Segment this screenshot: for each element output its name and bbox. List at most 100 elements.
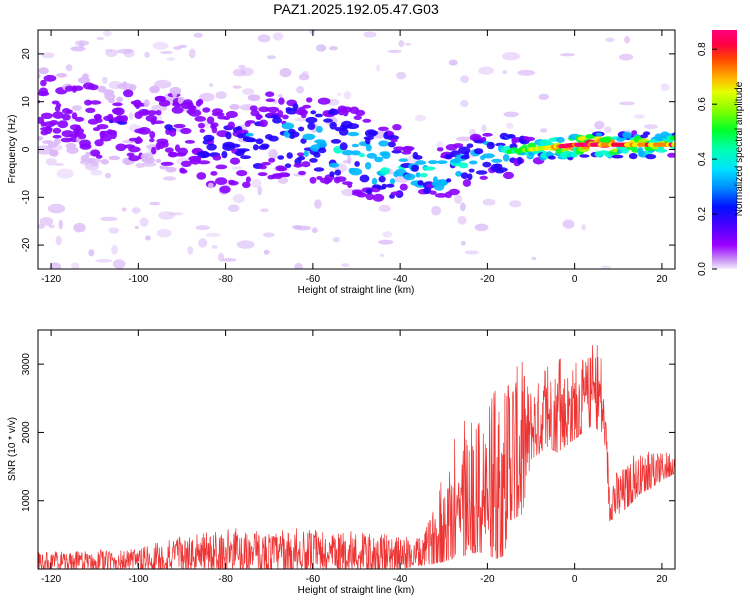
spectrogram-ridge-blob bbox=[73, 85, 84, 91]
spectrogram-ridge-blob bbox=[156, 138, 169, 144]
x-tick-label: 0 bbox=[572, 274, 578, 285]
spectrogram-ridge-blob bbox=[41, 112, 53, 120]
spectrogram-ridge-blob bbox=[330, 139, 342, 144]
y-tick-label: 10 bbox=[21, 96, 32, 108]
spectrogram-ridge-blob bbox=[645, 154, 657, 160]
x-tick-label: -20 bbox=[480, 574, 495, 585]
spectrogram-ridge-blob bbox=[121, 115, 128, 123]
spectrogram-ridge-blob bbox=[143, 157, 155, 164]
spectrogram-ridge-blob bbox=[256, 114, 263, 119]
spectrogram-ridge-blob bbox=[453, 143, 464, 148]
spectrogram-ridge-blob bbox=[317, 97, 331, 105]
x-tick-label: 0 bbox=[572, 574, 578, 585]
spectrogram-ridge-blob bbox=[313, 167, 325, 172]
spectrogram-ridge-blob bbox=[212, 154, 222, 161]
x-tick-label: -40 bbox=[393, 274, 408, 285]
spectrogram-ridge-blob bbox=[194, 116, 207, 122]
spectrogram-ridge-blob bbox=[385, 183, 395, 188]
spectrogram-ridge-blob bbox=[313, 152, 321, 158]
spectrogram-ridge-blob bbox=[71, 112, 78, 120]
spectrogram-ridge-blob bbox=[43, 74, 57, 82]
colorbar-tick-label: 0.2 bbox=[697, 207, 708, 221]
spectrogram-ridge-blob bbox=[245, 120, 256, 124]
y-tick-label: -10 bbox=[21, 190, 32, 205]
colorbar-tick-label: 0.4 bbox=[697, 152, 708, 166]
spectrogram-noise-blob bbox=[251, 179, 262, 188]
spectrogram-ridge-blob bbox=[52, 134, 62, 139]
spectrogram-ridge-blob bbox=[401, 151, 412, 155]
spectrogram-ridge-blob bbox=[306, 97, 313, 103]
spectrogram-ridge-blob bbox=[245, 176, 251, 183]
y-tick-label: -20 bbox=[21, 237, 32, 252]
spectrogram-ridge-blob bbox=[95, 154, 103, 159]
spectrogram-ridge-blob bbox=[475, 170, 488, 175]
spectrogram-noise-blob bbox=[291, 225, 302, 230]
spectrogram-ridge-blob bbox=[435, 179, 449, 186]
spectrogram-noise-blob bbox=[144, 51, 150, 58]
spectrogram-ridge-blob bbox=[314, 113, 323, 118]
spectrogram-ridge-blob bbox=[108, 129, 117, 136]
spectrogram-ridge-blob bbox=[497, 167, 508, 173]
spectrogram-noise-blob bbox=[232, 85, 242, 89]
spectrogram-ridge-blob bbox=[40, 79, 47, 87]
x-tick-label: 20 bbox=[656, 574, 668, 585]
spectrogram-noise-blob bbox=[643, 124, 658, 130]
spectrogram-ridge-blob bbox=[38, 91, 50, 97]
spectrogram-noise-blob bbox=[131, 207, 141, 214]
spectrogram-ridge-blob bbox=[316, 125, 323, 133]
spectrogram-ridge-blob bbox=[245, 132, 254, 137]
spectrogram-noise-blob bbox=[49, 262, 62, 269]
spectrogram-noise-blob bbox=[396, 71, 407, 80]
spectrogram-ridge-blob bbox=[387, 141, 396, 148]
spectrogram-ridge-blob bbox=[429, 190, 437, 195]
spectrogram-ridge-blob bbox=[86, 158, 96, 163]
spectrogram-noise-blob bbox=[531, 256, 537, 261]
spectrogram-ridge-blob bbox=[595, 132, 603, 137]
spectrogram-ridge-blob bbox=[252, 144, 259, 151]
spectrogram-noise-blob bbox=[460, 240, 466, 246]
spectrogram-noise-blob bbox=[457, 215, 467, 225]
spectrogram-noise-blob bbox=[378, 204, 391, 212]
spectrogram-noise-blob bbox=[156, 113, 163, 123]
spectrogram-noise-blob bbox=[298, 73, 310, 81]
spectrogram-ridge-blob bbox=[643, 131, 651, 136]
spectrogram-noise-blob bbox=[90, 169, 103, 176]
spectrogram-ridge-blob bbox=[237, 132, 244, 139]
spectrogram-ridge-blob bbox=[57, 120, 69, 129]
x-tick-label: -120 bbox=[41, 274, 61, 285]
spectrogram-ridge-blob bbox=[85, 107, 96, 114]
spectrogram-noise-blob bbox=[594, 120, 605, 130]
spectrogram-ridge-blob bbox=[415, 172, 421, 178]
spectrogram-ridge-blob bbox=[207, 182, 214, 189]
spectrogram-noise-blob bbox=[96, 36, 104, 41]
spectrogram-noise-blob bbox=[363, 31, 377, 38]
spectrogram-noise-blob bbox=[152, 41, 169, 50]
x-tick-label: -100 bbox=[128, 274, 148, 285]
spectrogram-noise-blob bbox=[328, 46, 338, 51]
spectrogram-noise-blob bbox=[71, 262, 80, 269]
spectrogram-ridge-blob bbox=[116, 96, 123, 103]
spectrogram-noise-blob bbox=[387, 49, 402, 54]
spectrogram-ridge-blob bbox=[436, 147, 444, 152]
spectrogram-ridge-blob bbox=[300, 138, 307, 144]
spectrogram-ridge-blob bbox=[227, 121, 235, 130]
spectrogram-noise-blob bbox=[208, 83, 214, 88]
spectrogram-noise-blob bbox=[215, 91, 227, 99]
x-tick-label: -60 bbox=[306, 274, 321, 285]
spectrogram-ridge-blob bbox=[622, 131, 632, 139]
spectrogram-noise-blob bbox=[112, 259, 126, 269]
spectrogram-ridge-blob bbox=[249, 105, 258, 112]
spectrogram-ridge-blob bbox=[103, 89, 115, 97]
spectrogram-ridge-blob bbox=[56, 73, 68, 78]
spectrogram-ridge-blob bbox=[378, 175, 386, 183]
spectrogram-ridge-blob bbox=[455, 170, 462, 177]
spectrogram-noise-blob bbox=[121, 207, 127, 212]
spectrogram-ridge-blob bbox=[669, 135, 675, 141]
spectrogram-ridge-blob bbox=[77, 77, 91, 84]
spectrogram-ridge-blob bbox=[372, 193, 385, 202]
spectrogram-ridge-blob bbox=[393, 146, 405, 151]
spectrogram-ridge-blob bbox=[164, 147, 174, 153]
spectrogram-noise-blob bbox=[294, 262, 303, 269]
spectrogram-noise-blob bbox=[600, 265, 612, 269]
spectrogram-ridge-blob bbox=[419, 173, 428, 178]
